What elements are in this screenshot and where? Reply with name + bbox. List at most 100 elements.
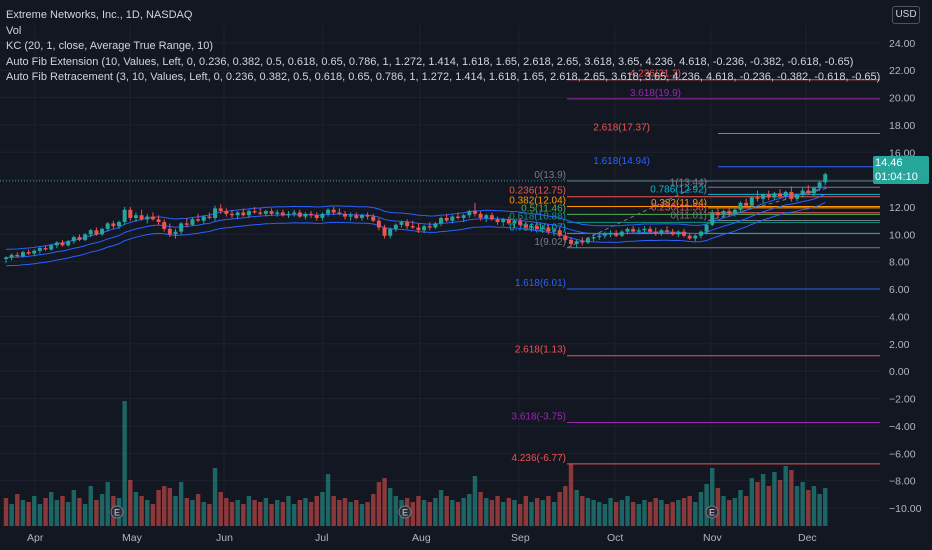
kc-indicator-label[interactable]: KC (20, 1, close, Average True Range, 10… — [6, 40, 214, 52]
price-tick-label: −8.00 — [889, 476, 916, 488]
volume-bar — [201, 502, 206, 526]
volume-bar — [258, 502, 263, 526]
volume-bar — [710, 468, 715, 526]
candle-body — [557, 230, 562, 236]
volume-bar — [794, 486, 800, 526]
candle-body — [37, 248, 42, 251]
candle-body — [32, 250, 37, 254]
fib-retracement-label: 0(11.01) — [670, 211, 707, 222]
candle-body — [501, 219, 506, 223]
volume-bar — [382, 478, 387, 526]
volume-bar — [811, 486, 817, 526]
candle-body — [676, 231, 681, 235]
volume-bar — [568, 464, 574, 526]
time-tick-label: Jun — [216, 532, 233, 544]
fib-extension-label: 0.236(12.75) — [509, 186, 566, 197]
candle-body — [653, 231, 658, 233]
candle-body — [297, 212, 302, 217]
candle-body — [252, 211, 257, 213]
candle-body — [783, 191, 788, 197]
fib-retracement-label[interactable]: Auto Fib Retracement (3, 10, Values, Lef… — [6, 71, 881, 83]
volume-indicator-label[interactable]: Vol — [6, 24, 22, 37]
last-price-value: 14.46 — [875, 157, 903, 169]
fib-extension-label: 2.618(1.13) — [515, 345, 566, 356]
volume-bar — [789, 470, 794, 526]
candle-body — [326, 209, 331, 214]
candle-body — [682, 231, 686, 236]
candle-body — [348, 215, 353, 217]
candle-body — [388, 228, 393, 236]
last-price-tag: 14.46 01:04:10 — [873, 156, 929, 184]
candle-body — [269, 211, 274, 214]
volume-bar — [207, 504, 212, 526]
fib-extension-label: 4.236(21.3) — [630, 69, 681, 80]
volume-bar — [563, 486, 568, 526]
volume-bar — [20, 500, 26, 526]
volume-bar — [506, 498, 512, 526]
time-axis[interactable]: Apr May Jun Jul Aug Sep Oct Nov Dec — [27, 532, 817, 544]
candle-body — [749, 197, 754, 206]
candle-body — [732, 209, 737, 214]
volume-bar — [636, 504, 641, 526]
candle-body — [207, 216, 212, 218]
volume-bar — [823, 488, 828, 526]
price-tick-label: 22.00 — [889, 65, 915, 77]
candle-body — [105, 223, 110, 229]
candle-body — [811, 187, 816, 194]
candle-body — [314, 215, 319, 218]
candle-body — [359, 215, 364, 218]
volume-bar — [342, 498, 348, 526]
fib-extension-label[interactable]: Auto Fib Extension (10, Values, Left, 0,… — [6, 55, 854, 68]
price-tick-label: −4.00 — [889, 421, 916, 433]
volume-bar — [817, 494, 822, 526]
candle-body — [213, 208, 218, 218]
volume-bar — [162, 486, 167, 526]
volume-bar — [450, 500, 455, 526]
volume-bar — [517, 504, 523, 526]
volume-bar — [783, 466, 788, 526]
volume-bar — [71, 490, 76, 526]
volume-bar — [715, 488, 721, 526]
fib-extension-label: 1(9.02) — [534, 237, 566, 248]
candle-body — [83, 234, 88, 240]
volume-bar — [732, 498, 738, 526]
volume-bar — [534, 498, 540, 526]
candle-body — [506, 219, 511, 224]
volume-bar — [540, 500, 545, 526]
volume-bar — [156, 490, 161, 526]
volume-bar — [388, 488, 393, 526]
bar-countdown: 01:04:10 — [875, 171, 918, 183]
volume-bar — [501, 502, 506, 526]
candle-body — [145, 216, 150, 220]
candle-body — [150, 216, 155, 220]
price-axis[interactable]: 24.0022.0020.0018.0016.0014.0012.0010.00… — [889, 38, 922, 515]
candle-body — [258, 212, 263, 214]
volume-bar — [359, 504, 365, 526]
volume-bar — [105, 482, 110, 526]
candle-body — [179, 223, 184, 232]
candle-body — [246, 211, 251, 216]
time-tick-label: Apr — [27, 532, 44, 544]
candle-body — [727, 211, 732, 214]
currency-badge[interactable]: USD — [892, 6, 920, 24]
volume-bar — [642, 500, 647, 526]
volume-bar — [444, 496, 449, 526]
volume-bar — [60, 496, 65, 526]
volume-bar — [371, 494, 376, 526]
candle-body — [614, 233, 619, 236]
volume-bar — [551, 502, 557, 526]
fib-trend-line — [566, 180, 709, 249]
volume-bar — [241, 504, 246, 526]
volume-bar — [698, 492, 704, 526]
candle-body — [20, 252, 25, 257]
candle-body — [416, 227, 421, 231]
volume-bar — [49, 492, 54, 526]
candle-body — [648, 228, 653, 232]
volume-bar — [37, 504, 43, 526]
symbol-title[interactable]: Extreme Networks, Inc., 1D, NASDAQ — [6, 9, 193, 21]
candle-body — [552, 230, 557, 232]
candle-body — [715, 212, 720, 216]
volume-bar — [297, 500, 302, 526]
